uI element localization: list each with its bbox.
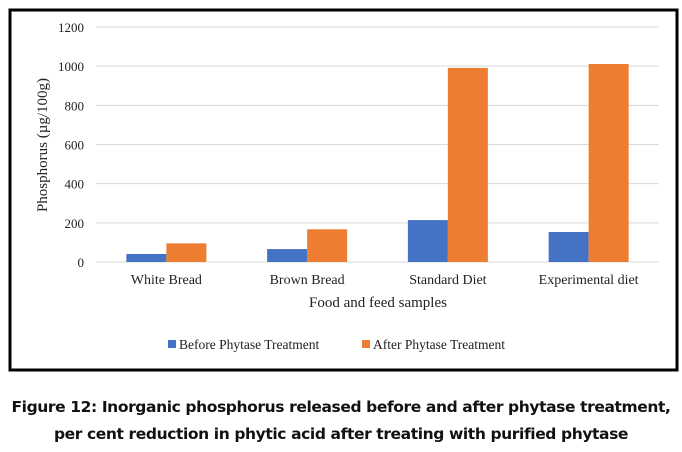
bar-after bbox=[307, 229, 348, 262]
legend: Before Phytase Treatment After Phytase Tr… bbox=[168, 337, 505, 352]
legend-label: After Phytase Treatment bbox=[373, 337, 505, 352]
bar-before bbox=[548, 232, 589, 262]
x-axis-label: Food and feed samples bbox=[309, 295, 447, 311]
bar-after bbox=[166, 243, 207, 262]
bar-after bbox=[447, 67, 488, 262]
bar-before bbox=[267, 249, 308, 262]
y-tick-label: 1200 bbox=[58, 20, 84, 35]
y-tick-label: 200 bbox=[65, 216, 85, 231]
legend-swatch bbox=[362, 340, 370, 348]
y-axis-label: Phosphorus (µg/100g) bbox=[35, 78, 51, 212]
chart-frame bbox=[8, 8, 679, 372]
y-tick-label: 1000 bbox=[58, 59, 84, 74]
x-tick-label: White Bread bbox=[131, 273, 202, 288]
x-tick-label: Experimental diet bbox=[539, 273, 639, 288]
bar-before bbox=[126, 253, 167, 262]
y-tick-label: 400 bbox=[65, 177, 85, 192]
y-tick-label: 800 bbox=[65, 98, 85, 113]
figure-caption-line-2: per cent reduction in phytic acid after … bbox=[53, 425, 629, 443]
x-tick-label: Brown Bread bbox=[270, 273, 345, 288]
y-tick-label: 600 bbox=[65, 138, 85, 153]
x-tick-label: Standard Diet bbox=[409, 273, 486, 288]
legend-swatch bbox=[168, 340, 176, 348]
figure-caption-line-1: Figure 12: Inorganic phosphorus released… bbox=[11, 398, 671, 416]
bar-after bbox=[588, 64, 629, 262]
legend-label: Before Phytase Treatment bbox=[179, 337, 319, 352]
bar-before bbox=[407, 220, 448, 262]
y-tick-label: 0 bbox=[78, 255, 85, 270]
